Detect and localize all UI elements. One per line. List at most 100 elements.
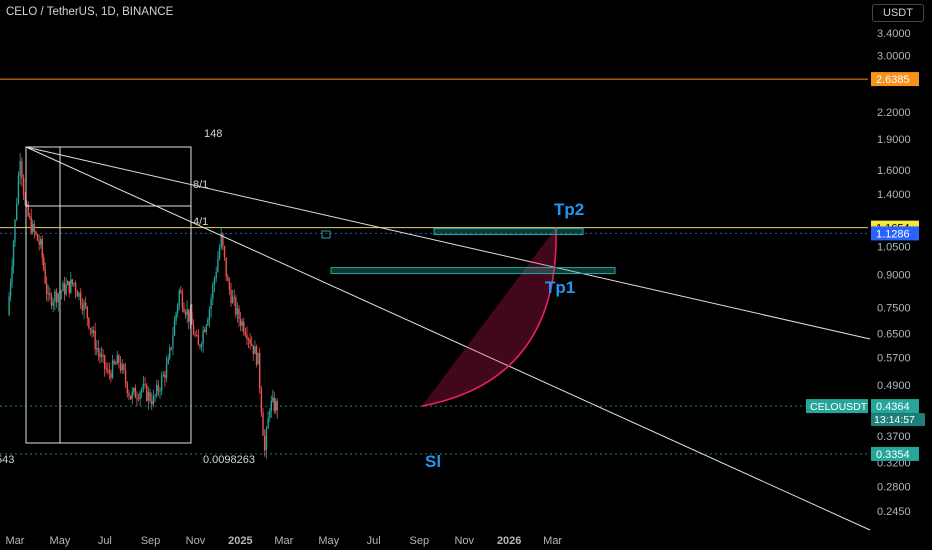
price-label-box bbox=[871, 72, 919, 87]
candle-body bbox=[220, 233, 222, 249]
candles bbox=[8, 152, 278, 459]
time-tick-label: 2026 bbox=[497, 535, 521, 547]
candle-body bbox=[99, 352, 101, 358]
fan-4-1-label: 4/1 bbox=[193, 216, 208, 228]
time-tick-label: Mar bbox=[543, 535, 562, 547]
projection-area bbox=[422, 227, 557, 407]
candle-body bbox=[233, 296, 235, 298]
peak-marker bbox=[321, 230, 331, 239]
price-label-value: 0.3354 bbox=[876, 449, 910, 461]
price-axis: 3.4000 3.0000 2.2000 1.9000 1.6000 1.4000 1.05… bbox=[877, 28, 911, 518]
price-tick-label: 0.9000 bbox=[877, 270, 911, 282]
candle-body bbox=[159, 390, 161, 392]
candle-body bbox=[192, 324, 195, 335]
candle-body bbox=[36, 234, 39, 241]
candle-body bbox=[244, 332, 247, 336]
candle-body bbox=[17, 175, 20, 204]
candle-body bbox=[172, 335, 174, 348]
candle-body bbox=[52, 301, 54, 306]
candle-body bbox=[33, 223, 35, 232]
time-tick-label: May bbox=[50, 535, 71, 547]
symbol-tag-text: CELOUSDT bbox=[810, 401, 868, 413]
candle-body bbox=[113, 360, 115, 364]
candle-body bbox=[272, 397, 274, 401]
sl-label[interactable]: Sl bbox=[425, 452, 441, 471]
tp1-box[interactable] bbox=[330, 267, 616, 275]
candle-body bbox=[157, 385, 160, 392]
candle-body bbox=[251, 343, 253, 346]
candle-body bbox=[133, 387, 135, 392]
tp1-label[interactable]: Tp1 bbox=[545, 278, 575, 297]
time-tick-label: Jul bbox=[367, 535, 381, 547]
projection-curve[interactable] bbox=[421, 227, 557, 407]
price-label-value: 0.4364 bbox=[876, 401, 910, 413]
candle-body bbox=[178, 290, 180, 305]
candle-body bbox=[67, 281, 69, 286]
price-tick-label: 0.4900 bbox=[877, 380, 911, 392]
fan-148-label: 148 bbox=[204, 128, 222, 140]
time-tick-label: 2025 bbox=[228, 535, 252, 547]
price-tick-label: 0.2800 bbox=[877, 482, 911, 494]
candle-body bbox=[116, 355, 118, 365]
candle-body bbox=[215, 271, 217, 279]
candle-body bbox=[147, 391, 150, 401]
candle-body bbox=[38, 240, 40, 245]
price-tick-label: 3.4000 bbox=[877, 28, 911, 40]
candle-body bbox=[194, 334, 196, 336]
candle-body bbox=[222, 233, 224, 247]
candle-body bbox=[200, 344, 203, 347]
tp2-box[interactable] bbox=[433, 228, 584, 236]
candle-body bbox=[169, 347, 171, 359]
candle-body bbox=[91, 329, 93, 333]
horizontal-lines bbox=[0, 78, 868, 455]
time-tick-label: May bbox=[318, 535, 339, 547]
candle-body bbox=[134, 387, 137, 398]
price-tick-label: 0.7500 bbox=[877, 303, 911, 315]
candle-body bbox=[9, 282, 12, 297]
candle-body bbox=[88, 317, 90, 328]
time-tick-label: Jul bbox=[98, 535, 112, 547]
price-label-box bbox=[871, 446, 919, 461]
candle-body bbox=[167, 358, 169, 364]
candle-body bbox=[267, 417, 269, 429]
candle-body bbox=[191, 312, 193, 325]
candle-body bbox=[89, 327, 92, 330]
time-tick-label: Sep bbox=[410, 535, 430, 547]
candle-body bbox=[86, 306, 88, 318]
candle-body bbox=[197, 335, 200, 346]
candle-body bbox=[276, 400, 278, 411]
price-tick-label: 0.3700 bbox=[877, 431, 911, 443]
currency-button[interactable]: USDT bbox=[872, 4, 924, 22]
candle-body bbox=[131, 391, 133, 400]
candle-body bbox=[184, 312, 187, 315]
candle-body bbox=[100, 354, 103, 358]
candle-body bbox=[246, 335, 248, 340]
candle-body bbox=[55, 291, 58, 303]
price-tick-label: 1.9000 bbox=[877, 134, 911, 146]
candle-body bbox=[275, 400, 277, 411]
price-label-box bbox=[871, 399, 919, 414]
candle-body bbox=[196, 334, 198, 336]
candle-body bbox=[14, 219, 16, 243]
time-tick-label: Nov bbox=[454, 535, 474, 547]
left-cut-value-label: 543 bbox=[0, 454, 14, 466]
time-tick-label: Mar bbox=[6, 535, 25, 547]
candle-body bbox=[79, 292, 82, 305]
candle-body bbox=[44, 268, 46, 284]
tp2-label[interactable]: Tp2 bbox=[554, 200, 584, 219]
candle-body bbox=[126, 382, 128, 394]
candle-body bbox=[262, 412, 264, 436]
price-tick-label: 1.6000 bbox=[877, 165, 911, 177]
candle-body bbox=[175, 312, 177, 321]
candle-body bbox=[217, 258, 219, 272]
candle-body bbox=[243, 321, 245, 333]
candle-body bbox=[212, 285, 214, 299]
candle-body bbox=[74, 282, 77, 292]
time-tick-label: Mar bbox=[274, 535, 293, 547]
candle-body bbox=[186, 309, 188, 315]
candle-body bbox=[213, 278, 216, 285]
candle-body bbox=[252, 345, 255, 355]
candle-body bbox=[35, 231, 37, 235]
candle-body bbox=[137, 398, 140, 400]
